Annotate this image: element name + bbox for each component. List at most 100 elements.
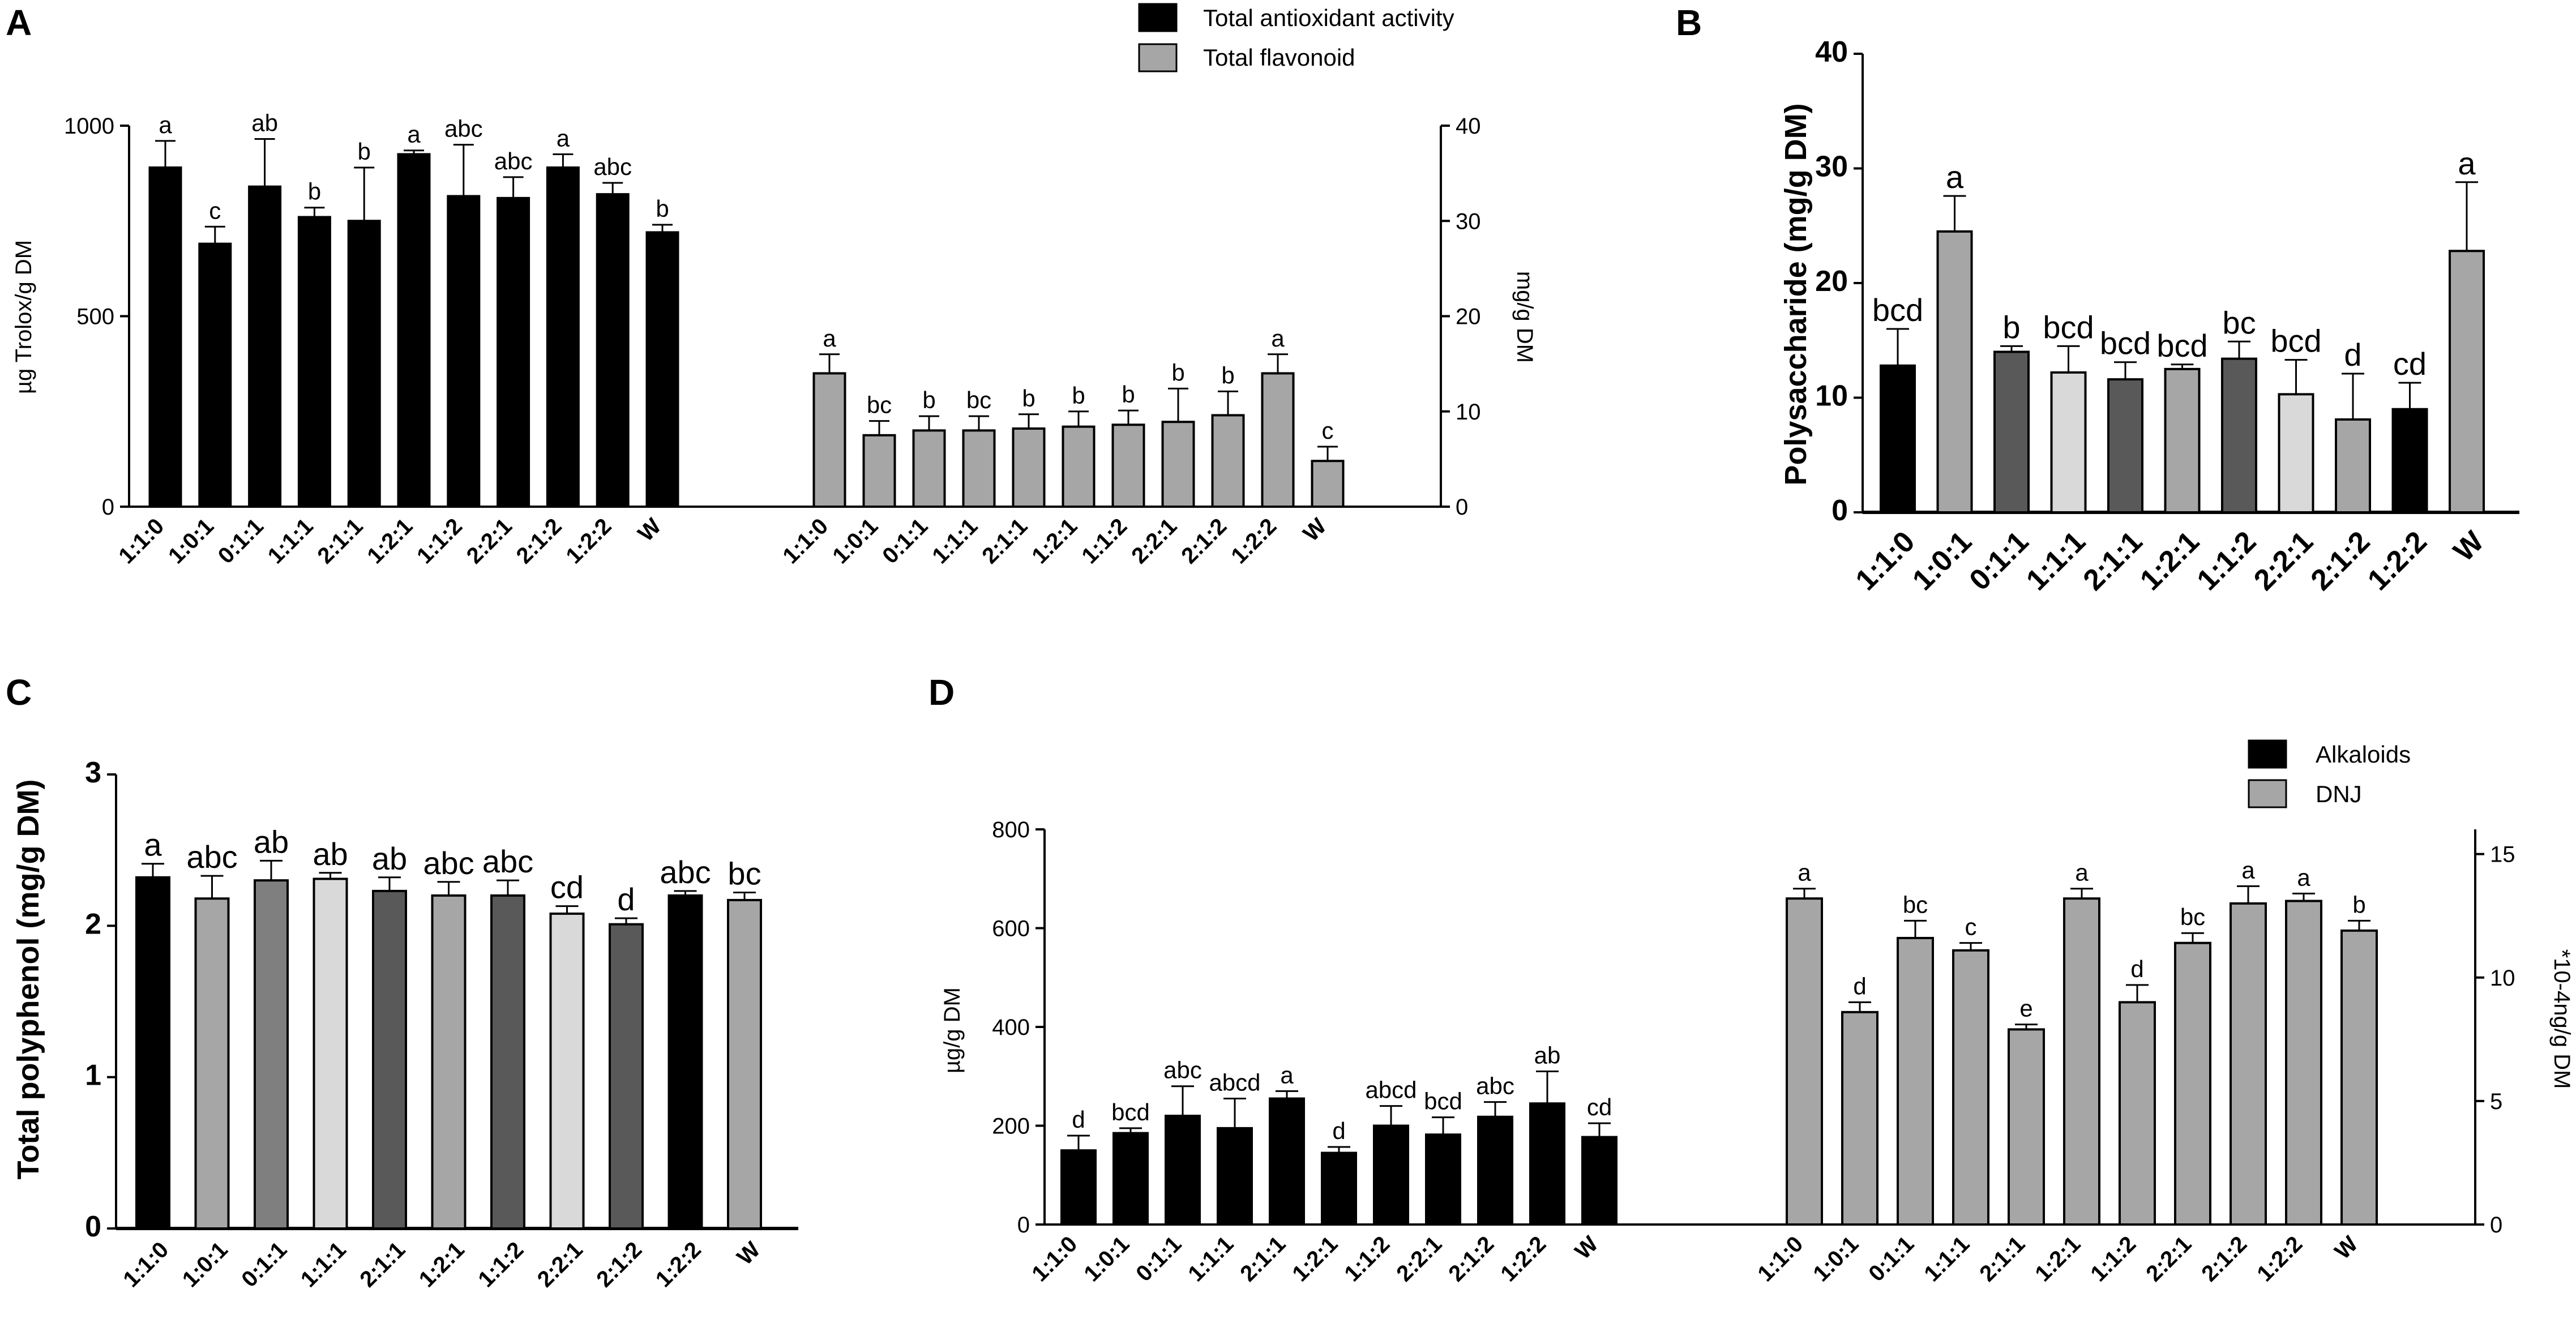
panel-b-bar-9: [2391, 408, 2428, 513]
panel-b-xlabel-10: W: [2447, 525, 2491, 568]
panel-d-group2-xlabel-10: W: [2330, 1231, 2363, 1264]
panel-a-antioxidant-bar-6: [447, 195, 481, 508]
panel-d-alkaloids-letter-1: bcd: [1111, 1099, 1150, 1125]
panel-b-left-tick-label-0: 0: [1832, 494, 1848, 527]
panel-c-bar-10: [727, 898, 762, 1230]
panel-d-group2-xlabel-6: 1:1:2: [2086, 1231, 2141, 1286]
panel-a-antioxidant-letter-10: b: [656, 195, 669, 222]
legend-swatch-flavonoid: [1138, 43, 1178, 72]
panel-a-flavonoid-bar-6: [1111, 423, 1145, 508]
panel-c-bar-1: [194, 897, 230, 1230]
panel-b-bar-2: [1993, 350, 2030, 513]
panel-b-xlabel-0: 1:1:0: [1850, 525, 1922, 597]
panel-d-right-tick-label-3: 15: [2490, 842, 2515, 867]
panel-d-left-tick-label-4: 800: [992, 817, 1030, 842]
panel-d-dnj-letter-9: a: [2297, 864, 2310, 891]
panel-d-dnj-bar-6: [2119, 1001, 2156, 1226]
panel-a-group2-xlabel-5: 1:2:1: [1027, 513, 1082, 568]
panel-d-alkaloids-letter-7: bcd: [1424, 1088, 1462, 1115]
panel-d-dnj-letter-5: a: [2075, 859, 2089, 886]
panel-d-alkaloids-bar-6: [1373, 1124, 1409, 1226]
panel-d-alkaloids-bar-2: [1165, 1115, 1201, 1226]
panel-c-xlabel-6: 1:1:2: [473, 1237, 528, 1292]
panel-c-left-tick-label-0: 0: [85, 1210, 101, 1243]
panel-b-letter-5: bcd: [2156, 328, 2207, 363]
panel-b-bar-7: [2278, 393, 2314, 513]
panel-b-bar-0: [1880, 364, 1916, 513]
panel-b-xlabel-5: 1:2:1: [2134, 525, 2206, 597]
panel-b-letter-10: a: [2458, 145, 2476, 181]
panel-d-dnj-bar-4: [2008, 1028, 2045, 1226]
panel-b-xlabel-1: 1:0:1: [1906, 525, 1978, 597]
panel-d-dnj-bar-9: [2285, 900, 2322, 1226]
panel-a-group2-xlabel-3: 1:1:1: [927, 513, 982, 568]
panel-a-flavonoid-letter-3: bc: [966, 387, 991, 413]
panel-a-flavonoid-letter-10: c: [1322, 417, 1334, 444]
panel-a-flavonoid-bar-5: [1062, 425, 1096, 508]
panel-b-bar-10: [2449, 250, 2485, 513]
panel-d-group1-xlabel-2: 0:1:1: [1131, 1231, 1186, 1286]
panel-c-letter-2: ab: [254, 824, 289, 859]
panel-c-letter-4: ab: [372, 841, 407, 876]
panel-a-group1-xlabel-0: 1:1:0: [114, 513, 169, 568]
panel-a-antioxidant-letter-0: a: [159, 112, 172, 138]
panel-a-group2-xlabel-10: W: [1299, 513, 1332, 546]
panel-d-alkaloids-bar-4: [1269, 1097, 1305, 1226]
panel-d-dnj-bar-1: [1841, 1011, 1878, 1226]
panel-a-antioxidant-bar-2: [248, 185, 282, 508]
panel-c-letter-1: abc: [186, 839, 237, 875]
panel-a-flavonoid-letter-1: bc: [867, 392, 892, 418]
panel-a-antioxidant-letter-6: abc: [444, 115, 483, 142]
panel-c-bar-0: [135, 876, 170, 1230]
panel-a-antioxidant-letter-8: a: [557, 125, 570, 151]
panel-d-right-tick-label-0: 0: [2490, 1213, 2502, 1238]
panel-b-bar-3: [2050, 371, 2087, 514]
panel-d-alkaloids-letter-4: a: [1280, 1061, 1294, 1088]
panel-a-flavonoid-bar-3: [962, 429, 996, 508]
panel-d-dnj-letter-1: d: [1853, 973, 1866, 999]
panel-d-group1-xlabel-8: 2:1:2: [1444, 1231, 1499, 1286]
panel-b-left-tick-label-2: 20: [1815, 265, 1848, 298]
legend-swatch-dnj: [2248, 779, 2287, 808]
panel-b-letter-0: bcd: [1872, 292, 1923, 328]
panel-a-group1-xlabel-8: 2:1:2: [512, 513, 567, 568]
panel-d-alkaloids-letter-9: ab: [1534, 1042, 1561, 1069]
panel-a-group2-xlabel-1: 1:0:1: [828, 513, 883, 568]
panel-b-bar-6: [2221, 357, 2257, 514]
panel-b-xlabel-9: 1:2:2: [2361, 525, 2433, 597]
panel-a-group1-xlabel-9: 1:2:2: [561, 513, 616, 568]
panel-b-bar-5: [2164, 367, 2201, 513]
panel-c-xlabel-5: 1:2:1: [414, 1237, 469, 1292]
panel-c-letter-8: d: [617, 881, 635, 917]
panel-a-group1-xlabel-4: 2:1:1: [313, 513, 367, 568]
panel-a-antioxidant-letter-1: c: [209, 197, 221, 224]
panel-d-dnj-bar-0: [1786, 897, 1823, 1226]
panel-b-letter-9: cd: [2393, 346, 2427, 382]
panel-b-left-tick-label-1: 10: [1815, 380, 1848, 413]
panel-a-flavonoid-bar-2: [912, 429, 946, 508]
panel-d-alkaloids-letter-3: abcd: [1209, 1069, 1260, 1096]
panel-d-dnj-letter-3: c: [1965, 914, 1977, 940]
legend-swatch-antioxidant: [1138, 3, 1178, 32]
panel-c-left-tick-label-3: 3: [85, 756, 101, 789]
panel-b-xlabel-3: 1:1:1: [2020, 525, 2092, 597]
panel-d-alkaloids-bar-10: [1581, 1136, 1618, 1226]
panel-a-antioxidant-bar-3: [297, 216, 331, 508]
panel-d-left-tick-label-3: 600: [992, 917, 1030, 941]
panel-d-right-tick-label-1: 5: [2490, 1089, 2502, 1114]
panel-a-group2-xlabel-2: 0:1:1: [878, 513, 932, 568]
panel-d-y2label: *10-4ng/g DM: [2549, 949, 2574, 1089]
panel-d-dnj-bar-5: [2063, 897, 2100, 1226]
panel-b-letter-4: bcd: [2100, 326, 2151, 361]
panel-c-letter-0: a: [144, 827, 162, 863]
panel-d-right-tick-label-2: 10: [2490, 966, 2515, 991]
panel-d-group1-xlabel-0: 1:1:0: [1027, 1231, 1082, 1286]
panel-a-antioxidant-bar-8: [546, 166, 580, 508]
panel-b-letter-6: bc: [2222, 305, 2256, 340]
panel-a-group1-xlabel-3: 1:1:1: [263, 513, 318, 568]
panel-c-xlabel-10: W: [733, 1237, 765, 1270]
panel-b-bar-8: [2335, 418, 2371, 513]
panel-c-xlabel-9: 1:2:2: [651, 1237, 706, 1292]
panel-a-left-tick-label-1: 500: [76, 305, 114, 329]
